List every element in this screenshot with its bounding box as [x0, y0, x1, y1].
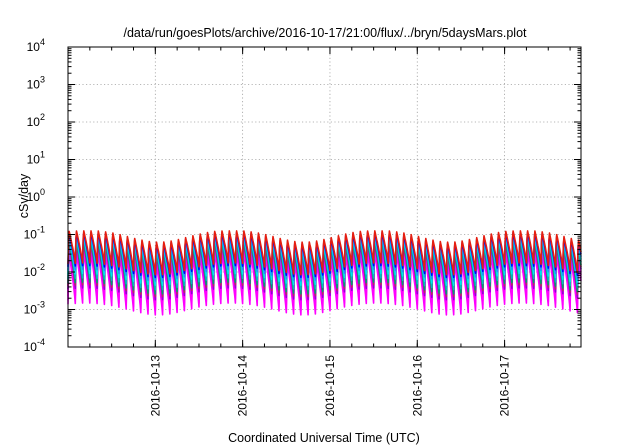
y-tick-label: 101	[27, 150, 45, 167]
series-line	[67, 230, 582, 276]
y-tick-label: 10-2	[24, 262, 45, 279]
grid	[68, 47, 581, 347]
y-tick-label: 10-4	[24, 337, 45, 354]
y-axis-label: cSv/day	[17, 173, 31, 218]
y-tick-label: 102	[27, 112, 45, 129]
x-tick-label: 2016-10-17	[498, 355, 512, 417]
y-tick-label: 10-1	[24, 225, 45, 242]
series-layer	[67, 230, 582, 316]
x-tick-label: 2016-10-13	[148, 355, 162, 417]
plot-frame	[67, 46, 582, 348]
y-tick-label: 103	[27, 75, 45, 92]
y-tick-label: 104	[27, 37, 45, 54]
x-tick-label: 2016-10-14	[236, 355, 250, 417]
x-axis-label: Coordinated Universal Time (UTC)	[228, 431, 420, 445]
y-tick-label: 10-3	[24, 300, 45, 317]
axes: 10-410-310-210-11001011021031042016-10-1…	[24, 37, 582, 417]
x-tick-label: 2016-10-16	[410, 355, 424, 417]
x-tick-label: 2016-10-15	[323, 355, 337, 417]
chart-title: /data/run/goesPlots/archive/2016-10-17/2…	[123, 26, 527, 40]
